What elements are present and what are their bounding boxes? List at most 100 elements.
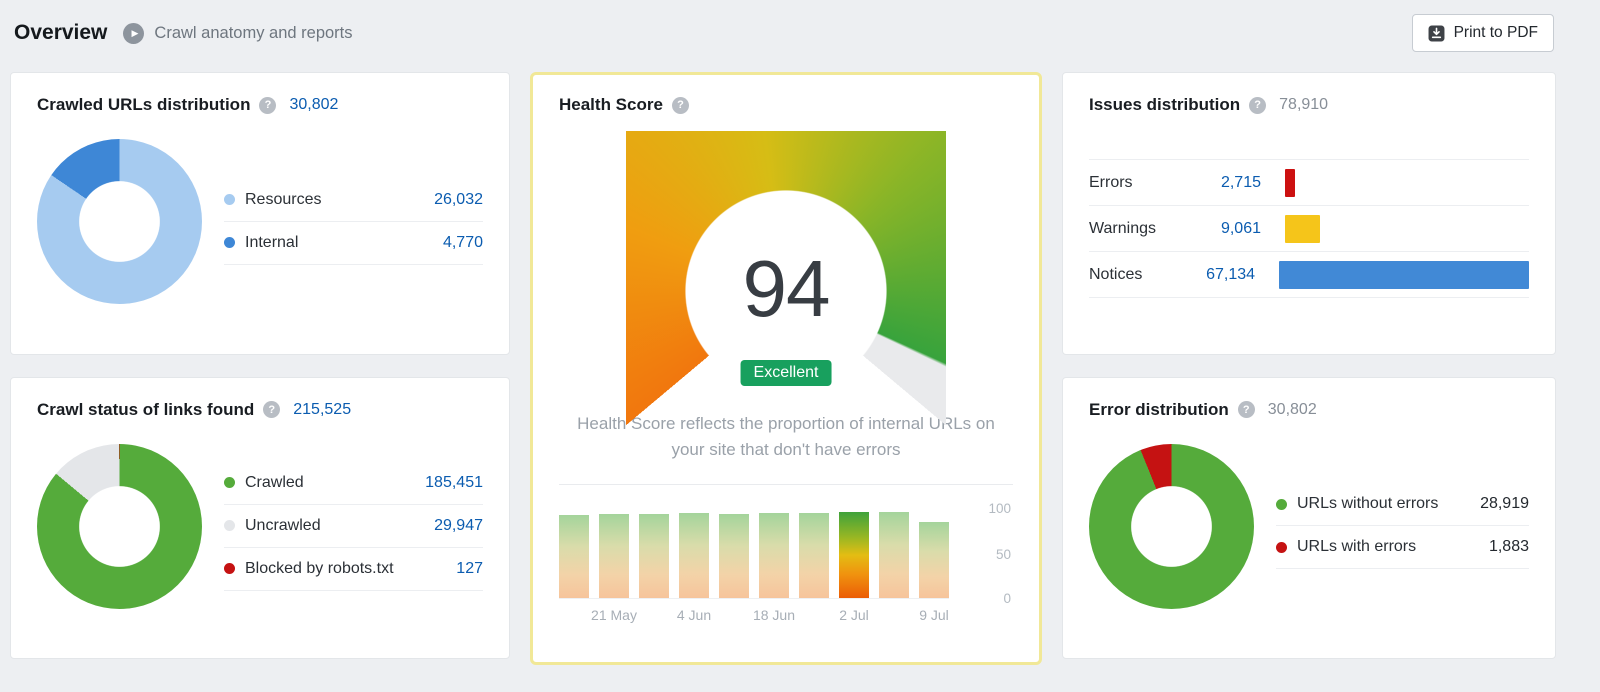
- crawled-urls-donut-chart: [37, 139, 202, 304]
- crawled-urls-total-link[interactable]: 30,802: [289, 96, 339, 113]
- crawl-status-legend: Crawled 185,451 Uncrawled 29,947 Blocked…: [224, 462, 483, 591]
- legend-row-urls-without-errors: URLs without errors 28,919: [1276, 483, 1529, 526]
- history-bar[interactable]: [799, 513, 829, 598]
- crawled-urls-title: Crawled URLs distribution: [37, 95, 251, 114]
- right-column: Issues distribution ? 78,910 Errors 2,71…: [1062, 72, 1556, 659]
- history-x-axis: 21 May 4 Jun 18 Jun 2 Jul 9 Jul: [559, 607, 1013, 623]
- internal-dot-icon: [224, 237, 235, 248]
- health-score-card: Health Score ? 94 Excellent Health Score…: [530, 72, 1042, 665]
- help-icon[interactable]: ?: [1249, 96, 1267, 114]
- uncrawled-value-link[interactable]: 29,947: [434, 516, 483, 534]
- internal-label: Internal: [245, 233, 299, 251]
- crawl-status-total-link[interactable]: 215,525: [293, 400, 352, 418]
- help-icon[interactable]: ?: [263, 401, 281, 418]
- issues-rows: Errors 2,715 Warnings 9,061 Notices 67,1…: [1089, 159, 1529, 298]
- history-bar[interactable]: [879, 512, 909, 598]
- issues-total: 78,910: [1279, 96, 1329, 113]
- x-tick: 9 Jul: [919, 607, 949, 623]
- crawled-urls-card-header: Crawled URLs distribution ? 30,802: [37, 95, 483, 115]
- crawled-label: Crawled: [245, 473, 304, 491]
- crawled-urls-body: Resources 26,032 Internal 4,770: [37, 139, 483, 304]
- history-bar[interactable]: [719, 514, 749, 598]
- legend-row-urls-with-errors: URLs with errors 1,883: [1276, 526, 1529, 569]
- health-score-value: 94: [742, 244, 831, 333]
- error-dist-card-header: Error distribution ? 30,802: [1089, 400, 1529, 420]
- resources-label: Resources: [245, 190, 322, 208]
- errors-label: Errors: [1089, 173, 1133, 191]
- health-score-history-chart: 100 50 0 21 May 4 Jun 18 Jun 2 Jul 9 Jul: [559, 484, 1013, 623]
- history-bar[interactable]: [639, 514, 669, 598]
- crawl-status-card-header: Crawl status of links found ? 215,525: [37, 400, 483, 420]
- help-icon[interactable]: ?: [259, 96, 277, 114]
- y-tick-0: 0: [1003, 591, 1011, 606]
- health-gauge: [626, 131, 946, 451]
- play-glyph: ▶: [131, 27, 139, 38]
- legend-row-crawled: Crawled 185,451: [224, 462, 483, 505]
- history-bar[interactable]: [599, 514, 629, 598]
- x-tick: 4 Jun: [676, 607, 712, 623]
- urls-with-errors-label: URLs with errors: [1297, 538, 1417, 555]
- error-dist-total: 30,802: [1267, 400, 1317, 418]
- x-tick: 2 Jul: [839, 607, 869, 623]
- uncrawled-label: Uncrawled: [245, 516, 321, 534]
- x-tick: 21 May: [591, 607, 637, 623]
- page-title: Overview: [14, 21, 108, 44]
- print-to-pdf-button[interactable]: Print to PDF: [1411, 14, 1554, 52]
- error-dist-title: Error distribution: [1089, 399, 1229, 419]
- urls-without-errors-value: 28,919: [1480, 495, 1529, 512]
- issue-row-errors: Errors 2,715: [1089, 160, 1529, 206]
- help-icon[interactable]: ?: [671, 96, 689, 114]
- warnings-value-link[interactable]: 9,061: [1220, 219, 1261, 237]
- x-tick: 18 Jun: [752, 607, 796, 623]
- issue-row-notices: Notices 67,134: [1089, 252, 1529, 298]
- crawled-value-link[interactable]: 185,451: [425, 473, 483, 491]
- issues-card-header: Issues distribution ? 78,910: [1089, 95, 1529, 115]
- urls-without-errors-dot-icon: [1276, 498, 1287, 510]
- history-bar[interactable]: [759, 513, 789, 598]
- legend-row-resources: Resources 26,032: [224, 179, 483, 222]
- history-y-axis: 100 50 0: [967, 501, 1011, 606]
- health-score-card-header: Health Score ?: [559, 95, 1013, 115]
- errors-bar[interactable]: [1285, 168, 1295, 197]
- site-audit-overview-page: Overview ▶ Crawl anatomy and reports Pri…: [0, 0, 1600, 665]
- warnings-bar[interactable]: [1285, 214, 1320, 243]
- urls-with-errors-value: 1,883: [1488, 538, 1529, 555]
- urls-without-errors-label: URLs without errors: [1297, 495, 1439, 512]
- blocked-value-link[interactable]: 127: [456, 559, 483, 577]
- issue-row-warnings: Warnings 9,061: [1089, 206, 1529, 252]
- errors-value-link[interactable]: 2,715: [1220, 173, 1261, 191]
- issues-title: Issues distribution: [1089, 95, 1241, 114]
- notices-label: Notices: [1089, 265, 1143, 283]
- page-header: Overview ▶ Crawl anatomy and reports Pri…: [0, 0, 1600, 66]
- y-tick-100: 100: [988, 501, 1011, 516]
- uncrawled-dot-icon: [224, 520, 235, 531]
- notices-value-link[interactable]: 67,134: [1206, 265, 1256, 283]
- resources-value-link[interactable]: 26,032: [434, 190, 483, 208]
- urls-with-errors-dot-icon: [1276, 541, 1287, 553]
- help-icon[interactable]: ?: [1237, 401, 1255, 418]
- crawl-status-card: Crawl status of links found ? 215,525 Cr…: [10, 376, 510, 659]
- print-button-label: Print to PDF: [1453, 24, 1538, 41]
- error-distribution-card: Error distribution ? 30,802 URLs without…: [1062, 376, 1556, 659]
- left-column: Crawled URLs distribution ? 30,802 Resou…: [10, 72, 510, 659]
- history-bar[interactable]: [559, 515, 589, 598]
- crawl-status-donut-chart: [37, 443, 202, 609]
- error-dist-body: URLs without errors 28,919 URLs with err…: [1089, 443, 1529, 609]
- blocked-dot-icon: [224, 563, 235, 574]
- history-bar[interactable]: [679, 513, 709, 598]
- history-bar[interactable]: [919, 522, 949, 598]
- play-icon: ▶: [123, 22, 145, 44]
- internal-value-link[interactable]: 4,770: [442, 233, 483, 251]
- crawl-anatomy-video-link[interactable]: ▶ Crawl anatomy and reports: [123, 22, 353, 44]
- issues-distribution-card: Issues distribution ? 78,910 Errors 2,71…: [1062, 72, 1556, 355]
- crawl-status-title: Crawl status of links found: [37, 399, 255, 419]
- legend-row-uncrawled: Uncrawled 29,947: [224, 505, 483, 548]
- download-pdf-icon: [1428, 25, 1445, 42]
- crawled-urls-legend: Resources 26,032 Internal 4,770: [224, 179, 483, 265]
- resources-dot-icon: [224, 194, 235, 205]
- notices-bar[interactable]: [1279, 260, 1529, 289]
- history-bar[interactable]: [839, 512, 869, 598]
- error-dist-donut-chart: [1089, 443, 1254, 609]
- y-tick-50: 50: [995, 547, 1011, 562]
- blocked-label: Blocked by robots.txt: [245, 559, 394, 577]
